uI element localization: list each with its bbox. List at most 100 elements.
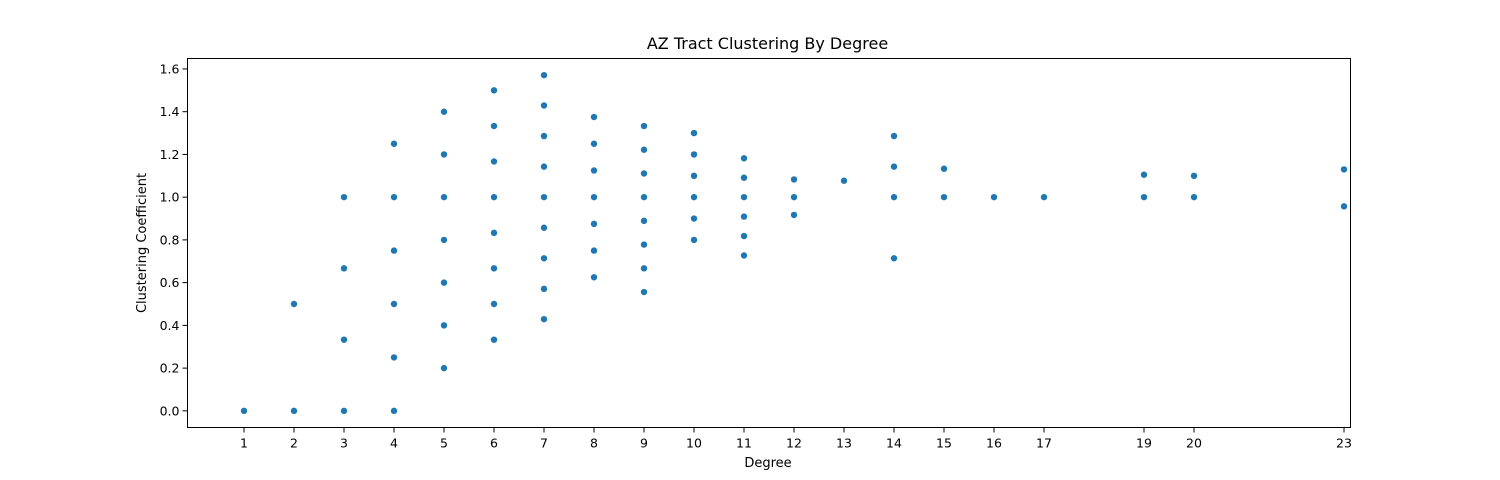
- data-point: [590, 247, 598, 254]
- data-point: [390, 247, 398, 254]
- y-tick-label: 1.6: [160, 61, 180, 76]
- data-point: [440, 236, 448, 244]
- x-tick-label: 11: [736, 436, 752, 451]
- x-axis: 1 2 3 4 5 6 7 8 9 10 11 12 13 14 15 16 17 19 20 23: [240, 427, 1352, 451]
- x-tick-label: 15: [936, 436, 952, 451]
- data-point: [1040, 193, 1048, 201]
- x-tick-label: 17: [1036, 436, 1052, 451]
- data-point: [590, 193, 598, 201]
- data-point: [740, 252, 748, 259]
- data-point: [640, 122, 648, 130]
- y-tick-label: 0.4: [160, 318, 180, 333]
- data-point: [390, 407, 398, 415]
- data-point: [590, 140, 598, 147]
- data-point: [590, 167, 598, 174]
- y-axis-label: Clustering Coefficient: [135, 173, 150, 313]
- data-point: [890, 132, 898, 140]
- x-tick-label: 6: [490, 436, 498, 451]
- data-point: [340, 193, 348, 201]
- data-point: [590, 113, 598, 121]
- data-point: [840, 177, 848, 184]
- data-point: [640, 146, 648, 153]
- data-point: [1190, 172, 1198, 180]
- x-tick-label: 10: [686, 436, 702, 451]
- data-point: [440, 108, 448, 115]
- x-tick-label: 7: [540, 436, 548, 451]
- x-tick-label: 20: [1186, 436, 1202, 451]
- data-point: [290, 300, 298, 308]
- data-point: [890, 163, 898, 170]
- data-point: [540, 315, 548, 323]
- x-tick-label: 5: [440, 436, 448, 451]
- data-point: [490, 122, 498, 130]
- data-point: [690, 236, 698, 244]
- y-tick-label: 1.0: [160, 190, 180, 205]
- data-point: [490, 158, 498, 165]
- data-point: [390, 193, 398, 201]
- data-point: [290, 407, 298, 415]
- data-point: [590, 274, 598, 281]
- data-point: [690, 215, 698, 222]
- data-point: [990, 193, 998, 201]
- data-point: [740, 213, 748, 220]
- data-point: [390, 354, 398, 361]
- y-tick-label: 1.2: [160, 147, 180, 162]
- data-point: [490, 193, 498, 201]
- data-points: [240, 71, 1348, 415]
- data-point: [540, 102, 548, 109]
- plot-area-frame: [187, 58, 1351, 428]
- data-point: [890, 255, 898, 262]
- x-tick-label: 9: [640, 436, 648, 451]
- data-point: [540, 224, 548, 231]
- data-point: [440, 279, 448, 286]
- data-point: [690, 151, 698, 158]
- x-tick-label: 3: [340, 436, 348, 451]
- data-point: [540, 71, 548, 79]
- data-point: [640, 288, 648, 296]
- data-point: [590, 220, 598, 228]
- data-point: [690, 129, 698, 137]
- data-point: [890, 193, 898, 201]
- x-tick-label: 19: [1136, 436, 1152, 451]
- data-point: [490, 300, 498, 308]
- data-point: [790, 193, 798, 201]
- data-point: [440, 151, 448, 158]
- data-point: [490, 229, 498, 237]
- data-point: [690, 172, 698, 180]
- data-point: [790, 211, 798, 219]
- data-point: [1340, 166, 1348, 173]
- data-point: [540, 132, 548, 140]
- data-point: [490, 265, 498, 272]
- y-tick-label: 1.4: [160, 104, 180, 119]
- chart-title: AZ Tract Clustering By Degree: [647, 34, 888, 53]
- data-point: [540, 163, 548, 170]
- data-point: [490, 87, 498, 94]
- data-point: [240, 407, 248, 415]
- data-point: [440, 322, 448, 329]
- data-point: [640, 170, 648, 177]
- data-point: [1140, 171, 1148, 178]
- data-point: [740, 232, 748, 240]
- data-point: [340, 336, 348, 343]
- data-point: [540, 193, 548, 201]
- data-point: [440, 364, 448, 372]
- x-tick-label: 8: [590, 436, 598, 451]
- x-tick-label: 16: [986, 436, 1002, 451]
- x-tick-label: 14: [886, 436, 902, 451]
- data-point: [740, 193, 748, 201]
- x-tick-label: 23: [1336, 436, 1352, 451]
- data-point: [640, 193, 648, 201]
- data-point: [1340, 203, 1348, 210]
- data-point: [640, 241, 648, 248]
- data-point: [740, 155, 748, 162]
- y-tick-label: 0.2: [160, 361, 180, 376]
- x-axis-label: Degree: [744, 456, 791, 471]
- data-point: [440, 193, 448, 201]
- data-point: [340, 265, 348, 272]
- data-point: [340, 407, 348, 415]
- data-point: [540, 285, 548, 293]
- y-tick-label: 0.6: [160, 275, 180, 290]
- x-tick-label: 13: [836, 436, 852, 451]
- data-point: [390, 140, 398, 147]
